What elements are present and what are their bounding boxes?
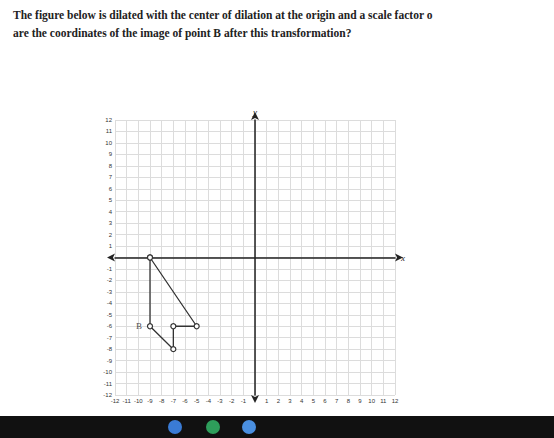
svg-text:8: 8 [347, 398, 351, 404]
svg-text:10: 10 [368, 398, 375, 404]
svg-text:-11: -11 [123, 398, 132, 404]
svg-text:10: 10 [105, 140, 112, 146]
svg-text:12: 12 [105, 117, 112, 123]
svg-text:2: 2 [109, 232, 113, 238]
svg-text:9: 9 [109, 151, 113, 157]
svg-text:-5: -5 [107, 312, 113, 318]
svg-text:-4: -4 [206, 398, 212, 404]
svg-text:-6: -6 [182, 398, 188, 404]
svg-text:-5: -5 [194, 398, 200, 404]
svg-text:5: 5 [312, 398, 316, 404]
svg-text:-1: -1 [241, 398, 247, 404]
svg-text:3: 3 [109, 220, 113, 226]
svg-text:-9: -9 [107, 358, 113, 364]
svg-text:12: 12 [392, 398, 399, 404]
svg-text:-12: -12 [103, 392, 112, 398]
svg-text:4: 4 [300, 398, 304, 404]
svg-text:-1: -1 [107, 266, 113, 272]
svg-text:-6: -6 [107, 323, 113, 329]
svg-text:6: 6 [109, 186, 113, 192]
svg-text:3: 3 [288, 398, 292, 404]
svg-text:2: 2 [277, 398, 281, 404]
svg-text:8: 8 [109, 163, 113, 169]
svg-text:11: 11 [380, 398, 387, 404]
svg-text:5: 5 [109, 197, 113, 203]
svg-text:-3: -3 [217, 398, 223, 404]
svg-text:7: 7 [109, 174, 113, 180]
svg-text:y: y [253, 106, 257, 117]
svg-text:1: 1 [265, 398, 269, 404]
svg-text:B: B [136, 321, 142, 331]
svg-text:-4: -4 [107, 300, 113, 306]
svg-text:-7: -7 [107, 335, 113, 341]
svg-text:1: 1 [109, 243, 113, 249]
svg-text:-10: -10 [103, 369, 112, 375]
svg-text:-3: -3 [107, 289, 113, 295]
svg-text:are the coordinates of the ima: are the coordinates of the image of poin… [13, 27, 352, 40]
svg-text:11: 11 [106, 128, 113, 134]
svg-text:6: 6 [323, 398, 327, 404]
svg-text:x: x [401, 252, 405, 263]
svg-text:-11: -11 [104, 381, 113, 387]
svg-text:7: 7 [335, 398, 339, 404]
svg-text:-10: -10 [134, 398, 143, 404]
svg-text:-7: -7 [171, 398, 177, 404]
svg-text:-12: -12 [111, 398, 120, 404]
svg-text:The figure below is dilated wi: The figure below is dilated with the cen… [13, 9, 433, 22]
svg-text:-8: -8 [107, 346, 113, 352]
svg-text:-2: -2 [229, 398, 235, 404]
svg-text:-8: -8 [159, 398, 165, 404]
svg-text:-2: -2 [107, 277, 113, 283]
svg-text:4: 4 [109, 209, 113, 215]
svg-text:-9: -9 [147, 398, 153, 404]
svg-text:9: 9 [358, 398, 362, 404]
